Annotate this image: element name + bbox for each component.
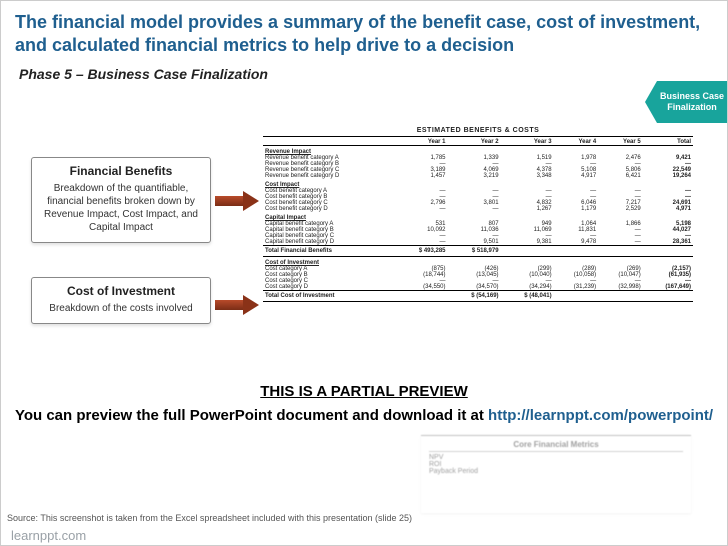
section-label: Cost of Investment bbox=[263, 257, 693, 267]
callout-title: Cost of Investment bbox=[40, 284, 202, 298]
preview-heading: THIS IS A PARTIAL PREVIEW bbox=[1, 383, 727, 400]
source-note: Source: This screenshot is taken from th… bbox=[7, 513, 412, 523]
chevron-line2: Finalization bbox=[667, 102, 717, 113]
section-label: Capital Impact bbox=[263, 212, 693, 221]
metrics-row: Payback Period bbox=[429, 468, 683, 475]
arrow-icon bbox=[215, 295, 259, 315]
section-label: Cost Impact bbox=[263, 179, 693, 188]
metrics-row: NPV bbox=[429, 454, 683, 461]
benefits-table: Year 1Year 2Year 3Year 4Year 5Total Reve… bbox=[263, 139, 693, 302]
callout-financial-benefits: Financial Benefits Breakdown of the quan… bbox=[31, 157, 211, 243]
table-row: Total Cost of Investment$ (54,169)$ (48,… bbox=[263, 291, 693, 302]
footer-brand: learnppt.com bbox=[11, 528, 86, 543]
slide-title: The financial model provides a summary o… bbox=[1, 1, 727, 64]
section-label: Revenue Impact bbox=[263, 146, 693, 156]
callout-title: Financial Benefits bbox=[40, 164, 202, 178]
metrics-title: Core Financial Metrics bbox=[429, 440, 683, 452]
callout-cost-investment: Cost of Investment Breakdown of the cost… bbox=[31, 277, 211, 324]
preview-text: You can preview the full PowerPoint docu… bbox=[1, 406, 727, 426]
arrow-icon bbox=[215, 191, 259, 211]
table-row: Total Financial Benefits$ 493,285$ 518,9… bbox=[263, 246, 693, 257]
phase-label: Phase 5 – Business Case Finalization bbox=[1, 64, 727, 88]
financial-metrics-box: Core Financial Metrics NPVROIPayback Per… bbox=[421, 435, 691, 513]
phase-chevron: Business Case Finalization bbox=[657, 81, 727, 123]
callout-body: Breakdown of the quantifiable, financial… bbox=[40, 182, 202, 234]
sheet-header: ESTIMATED BENEFITS & COSTS bbox=[263, 127, 693, 137]
preview-link[interactable]: http://learnppt.com/powerpoint/ bbox=[488, 407, 713, 424]
callout-body: Breakdown of the costs involved bbox=[40, 302, 202, 315]
metrics-row: ROI bbox=[429, 461, 683, 468]
chevron-line1: Business Case bbox=[660, 91, 724, 102]
financial-spreadsheet: ESTIMATED BENEFITS & COSTS Year 1Year 2Y… bbox=[263, 127, 693, 302]
preview-banner: THIS IS A PARTIAL PREVIEW You can previe… bbox=[1, 379, 727, 432]
